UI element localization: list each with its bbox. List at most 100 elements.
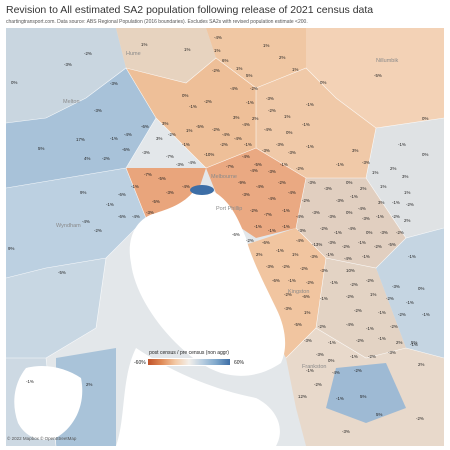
region-value: -5% [58, 270, 66, 275]
region-value: -1% [276, 248, 284, 253]
region-value: -1% [410, 342, 418, 347]
region-value: -2% [386, 296, 394, 301]
region-value: 0% [286, 130, 292, 135]
region-value: -1% [362, 254, 370, 259]
region-value: 0% [320, 80, 326, 85]
region-value: -2% [250, 86, 258, 91]
region-value: -3% [276, 142, 284, 147]
region-value: -2% [296, 166, 304, 171]
region-value: 1% [263, 43, 269, 48]
region-value: -1% [268, 228, 276, 233]
region-wyndham-west[interactable] [6, 168, 146, 278]
region-value: -5% [254, 162, 262, 167]
port-phillip-bay [129, 187, 286, 376]
region-value: -4% [264, 127, 272, 132]
place-label: Port Phillip [216, 206, 242, 212]
region-value: -3% [266, 96, 274, 101]
region-value: -1% [131, 184, 139, 189]
region-inner-north-east[interactable] [256, 68, 376, 178]
region-value: -1% [280, 162, 288, 167]
cbd-marker[interactable] [190, 185, 214, 195]
region-value: -4% [296, 238, 304, 243]
place-labels: Hume Nillumbik Melton Wyndham Melbourne … [56, 51, 399, 370]
region-value: 2% [256, 252, 262, 257]
region-value: -1% [306, 102, 314, 107]
region-value: -1% [406, 300, 414, 305]
region-value: -3% [320, 268, 328, 273]
region-value: -2% [284, 292, 292, 297]
region-inner-north[interactable] [126, 58, 256, 168]
region-value: -2% [168, 132, 176, 137]
region-value: -4% [82, 219, 90, 224]
place-label: Wyndham [56, 223, 81, 229]
region-melton[interactable] [6, 68, 156, 188]
region-east-middle[interactable] [296, 178, 406, 268]
region-value: 2% [390, 166, 396, 171]
region-value: 10% [346, 268, 355, 273]
region-value: -1% [366, 326, 374, 331]
region-value: 5% [360, 394, 366, 399]
region-value: 1% [292, 67, 298, 72]
region-south-east[interactable] [316, 258, 406, 358]
region-value: 4% [84, 156, 90, 161]
region-value: -2% [396, 230, 404, 235]
region-value: -3% [176, 162, 184, 167]
choropleth-map[interactable]: Hume Nillumbik Melton Wyndham Melbourne … [6, 28, 444, 446]
region-value: -3% [166, 190, 174, 195]
region-value: -6% [232, 232, 240, 237]
region-value: -2% [268, 108, 276, 113]
region-value: -2% [392, 214, 400, 219]
region-value: 3% [156, 136, 162, 141]
region-value: -2% [318, 324, 326, 329]
region-value: -6% [141, 124, 149, 129]
region-value: -4% [256, 184, 264, 189]
region-value: -3% [94, 108, 102, 113]
region-east[interactable] [366, 118, 444, 238]
region-value: 2% [360, 186, 366, 191]
region-value: -2% [406, 202, 414, 207]
map-attribution[interactable]: © 2022 Mapbox © OpenStreetMap [7, 436, 77, 441]
region-north[interactable] [206, 28, 306, 88]
bay-south [116, 348, 280, 446]
region-value: 1% [404, 190, 410, 195]
region-value: -3% [288, 150, 296, 155]
region-value: 3% [402, 174, 408, 179]
region-value: -1% [336, 396, 344, 401]
region-value: -3% [242, 192, 250, 197]
region-value: -1% [378, 336, 386, 341]
region-value: -10% [204, 152, 214, 157]
region-hume[interactable] [116, 28, 216, 83]
place-label: Melton [63, 99, 80, 105]
region-value: -1% [282, 208, 290, 213]
region-nillumbik[interactable] [306, 28, 444, 128]
region-value: -4% [296, 214, 304, 219]
region-value: -4% [214, 35, 222, 40]
region-value: -4% [222, 132, 230, 137]
region-north-west[interactable] [6, 28, 126, 123]
region-value: 5% [38, 146, 44, 151]
region-value: 17% [76, 137, 85, 142]
region-value-labels: 1% -4% 1% -3% -2% 1% 2% -5% 5% 1% -3% -2… [8, 35, 430, 434]
region-far-west[interactable] [6, 258, 106, 358]
region-value: -2% [306, 280, 314, 285]
region-value: 1% [372, 170, 378, 175]
region-value: -3% [324, 186, 332, 191]
region-value: -3% [392, 284, 400, 289]
region-value: 1% [380, 184, 386, 189]
region-value: -2% [366, 278, 374, 283]
region-value: -1% [334, 230, 342, 235]
region-value: 2% [86, 382, 92, 387]
region-value: -5% [152, 199, 160, 204]
region-kingston[interactable] [236, 228, 326, 358]
region-value: -1% [244, 142, 252, 147]
region-value: 2% [418, 362, 424, 367]
map-canvas[interactable]: Hume Nillumbik Melton Wyndham Melbourne … [6, 28, 444, 446]
map-title: Revision to All estimated SA2 population… [6, 4, 374, 16]
region-value: -4% [242, 154, 250, 159]
region-value: -1% [306, 144, 314, 149]
region-inner-west[interactable] [126, 168, 206, 218]
region-value: 0% [422, 152, 428, 157]
region-12pct[interactable] [326, 363, 406, 423]
region-far-east[interactable] [376, 228, 444, 358]
region-value: -1% [110, 136, 118, 141]
